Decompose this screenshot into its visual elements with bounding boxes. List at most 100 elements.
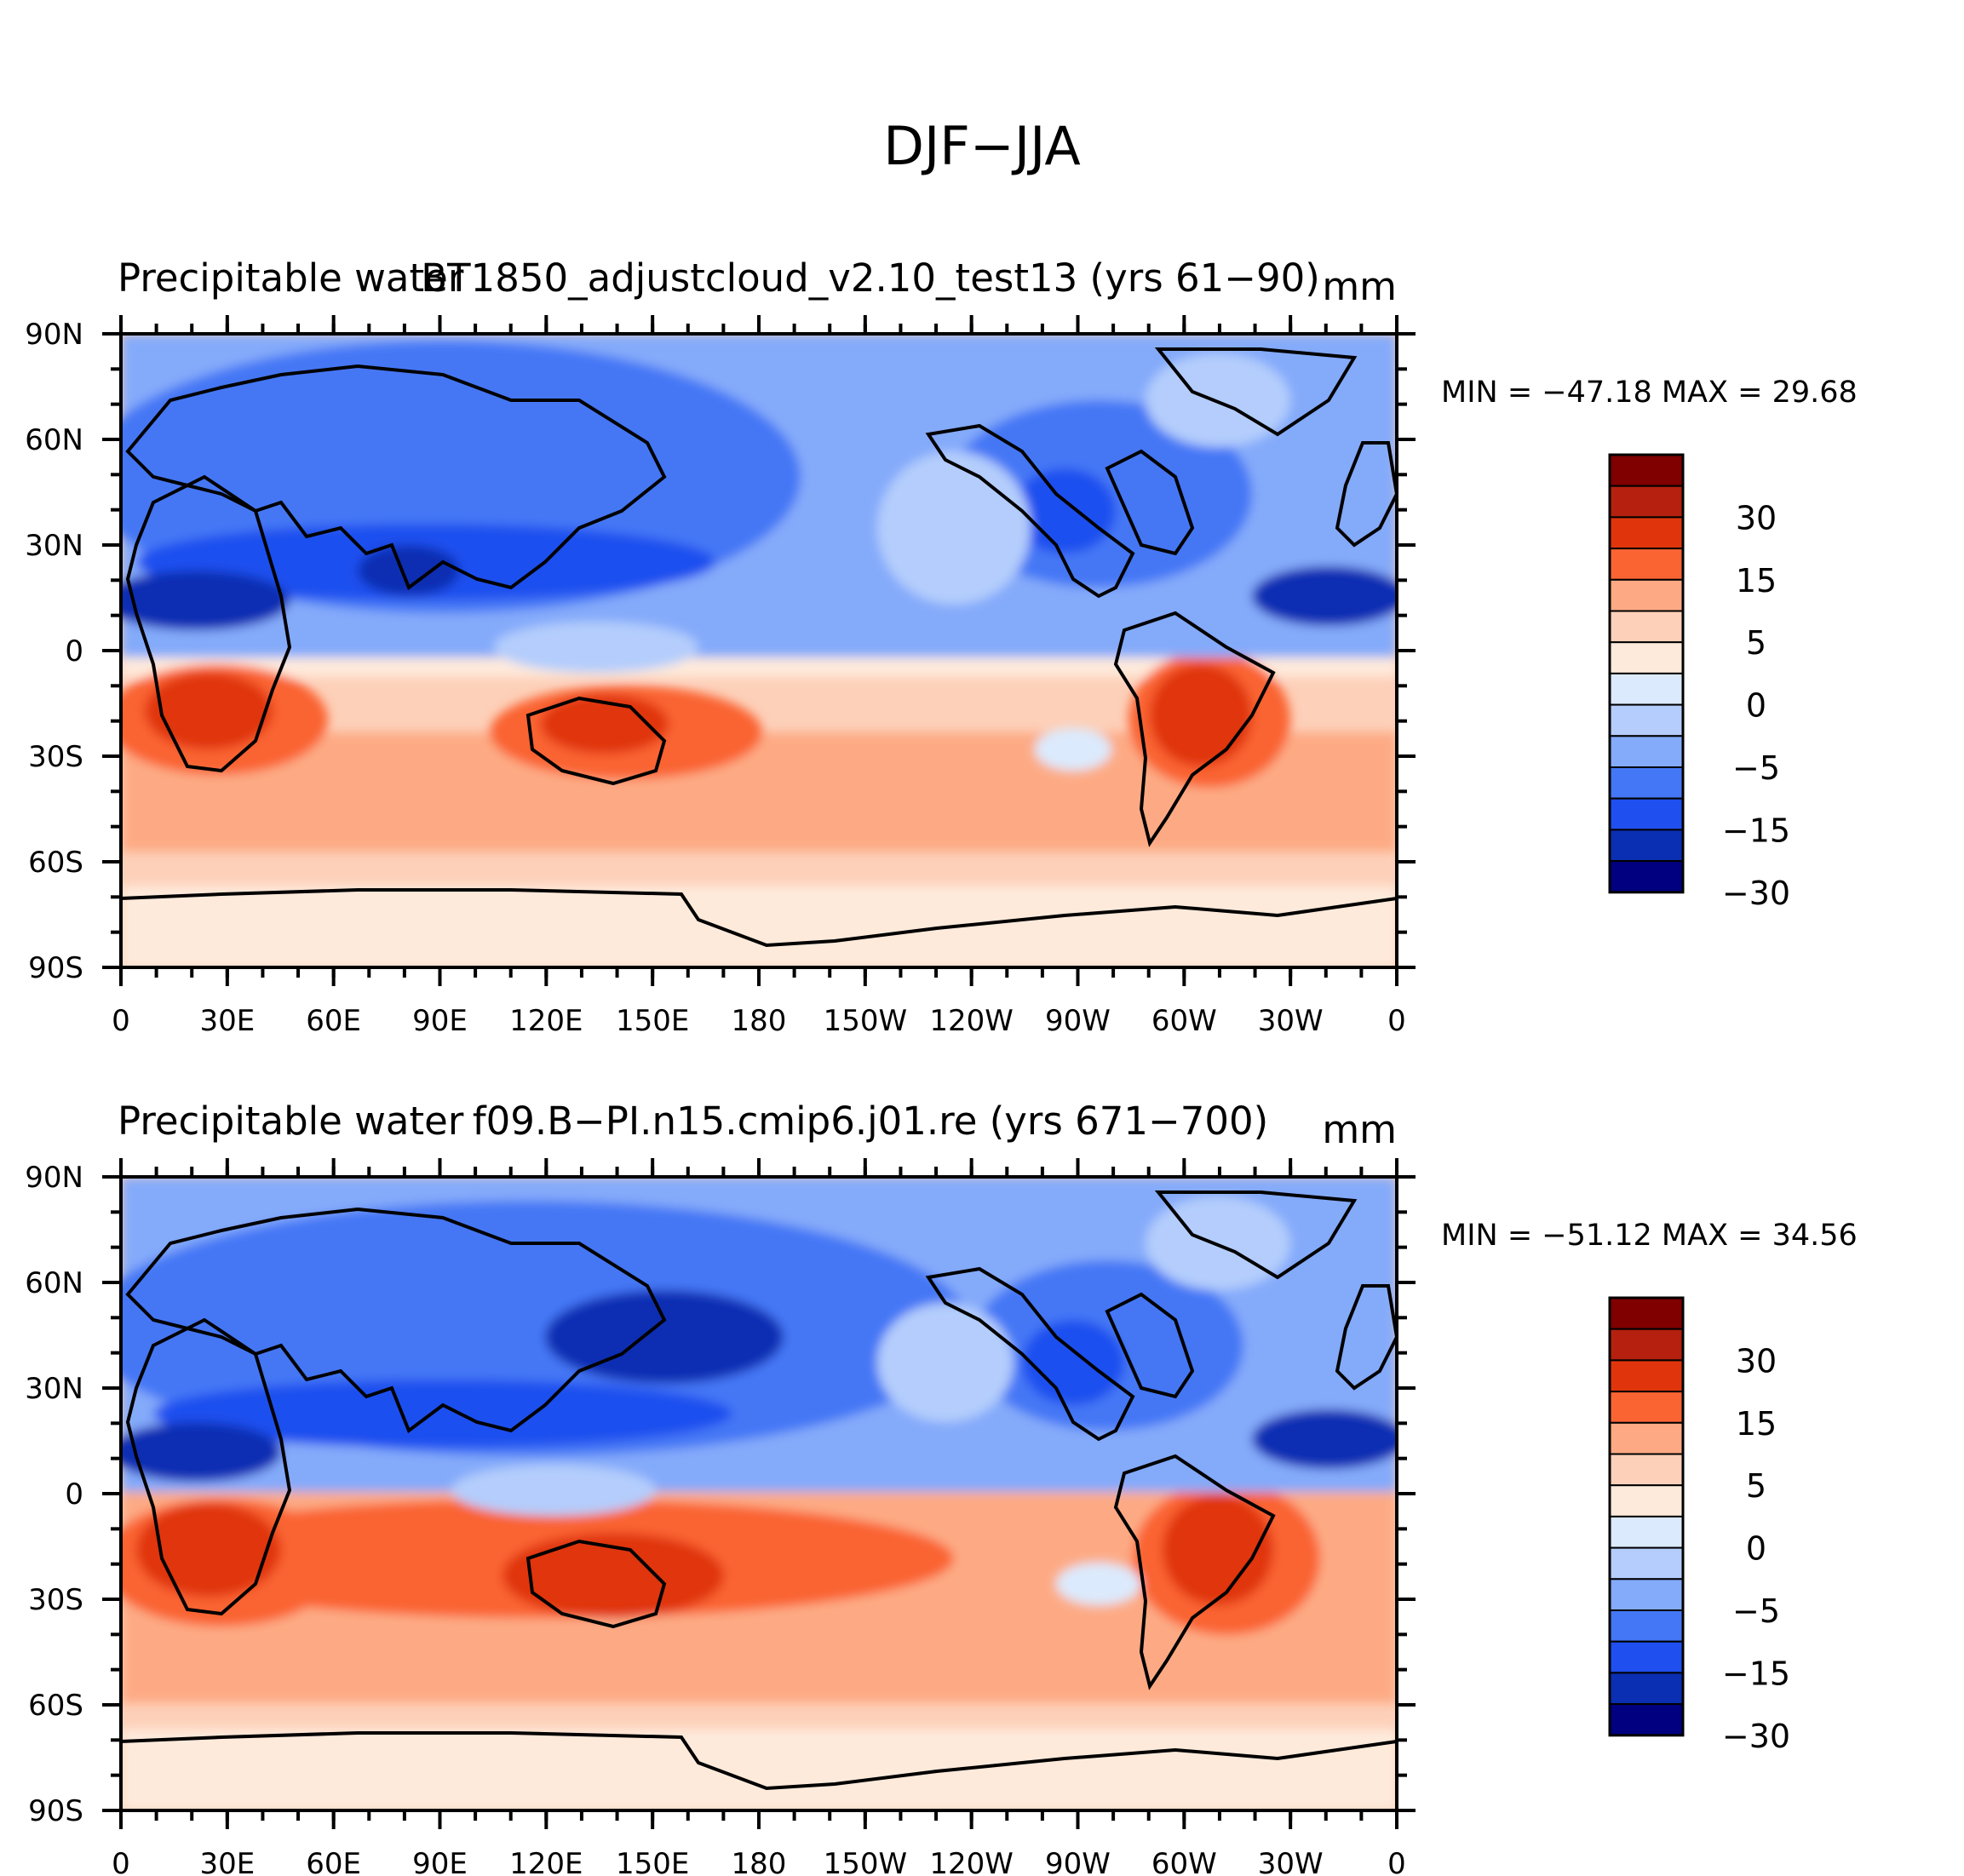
x-tick-label: 0 — [112, 1004, 130, 1038]
colorbar-label: 30 — [1736, 1342, 1777, 1380]
y-tick-label: 30N — [25, 1372, 83, 1406]
colorbar-label: −5 — [1732, 749, 1780, 787]
colorbar-label: 30 — [1736, 499, 1777, 536]
panel-2-center-label: f09.B−PI.n15.cmip6.j01.re (yrs 671−700) — [473, 1099, 1268, 1144]
contour-fills — [121, 1177, 1397, 1810]
y-tick-label: 60S — [28, 1689, 83, 1723]
panel-2-xticklabels: 0 30E 60E 90E 120E 150E 180 150W 120W 90W 60W 30W 0 — [112, 1847, 1406, 1876]
colorbar-label: 0 — [1746, 687, 1766, 725]
y-tick-label: 0 — [65, 1477, 83, 1512]
colorbar-swatch — [1609, 578, 1684, 612]
x-tick-label: 30W — [1258, 1847, 1324, 1876]
y-tick-label: 90N — [25, 1161, 83, 1195]
panel-2: Precipitable water f09.B−PI.n15.cmip6.j0… — [25, 1099, 1858, 1876]
panel-2-units: mm — [1322, 1107, 1397, 1152]
colorbar-label: 15 — [1736, 562, 1777, 600]
colorbar-swatch — [1609, 1391, 1684, 1424]
panel-1-center-label: BT1850_adjustcloud_v2.10_test13 (yrs 61−… — [421, 255, 1320, 301]
x-tick-label: 150W — [824, 1004, 908, 1038]
panel-2-stats: MIN = −51.12 MAX = 34.56 — [1441, 1219, 1858, 1253]
colorbar-frame — [1608, 453, 1685, 894]
colorbar-label: −15 — [1722, 1655, 1790, 1692]
colorbar-swatch — [1609, 1546, 1684, 1581]
panel-1-map — [121, 334, 1397, 967]
colorbar-swatch — [1609, 735, 1684, 768]
panel-2-ticks — [102, 1158, 1416, 1829]
panel-1-colorbar: 30 15 5 0 −5 −15 −30 — [1608, 453, 1790, 912]
y-tick-label: 60N — [25, 423, 83, 457]
colorbar-swatch — [1609, 1421, 1684, 1455]
x-tick-label: 90E — [412, 1847, 468, 1876]
colorbar-label: 5 — [1746, 624, 1766, 662]
colorbar-swatch — [1609, 829, 1684, 863]
colorbar-swatch — [1609, 516, 1684, 550]
panel-1-xticklabels: 0 30E 60E 90E 120E 150E 180 150W 120W 90W 60W 30W 0 — [112, 1004, 1406, 1038]
colorbar-label: 5 — [1746, 1467, 1766, 1505]
colorbar-swatch — [1609, 548, 1684, 581]
colorbar-swatch — [1609, 672, 1684, 706]
colorbar-label: −30 — [1722, 875, 1790, 912]
panel-1-yticklabels: 90N 60N 30N 0 30S 60S 90S — [25, 318, 83, 985]
panel-1-ticks — [102, 315, 1416, 986]
colorbar-swatch — [1609, 1578, 1684, 1612]
y-tick-label: 90S — [28, 1794, 83, 1828]
colorbar-swatch — [1609, 766, 1684, 800]
colorbar-swatch — [1609, 485, 1684, 519]
x-tick-label: 180 — [732, 1004, 787, 1038]
y-tick-label: 60N — [25, 1266, 83, 1300]
panel-2-colorbar: 30 15 5 0 −5 −15 −30 — [1608, 1296, 1790, 1755]
colorbar-frame — [1608, 1296, 1685, 1737]
colorbar-swatch — [1609, 860, 1684, 893]
y-tick-label: 90N — [25, 318, 83, 352]
colorbar-swatch — [1609, 1328, 1684, 1362]
colorbar-label: 15 — [1736, 1405, 1777, 1443]
y-tick-label: 30N — [25, 529, 83, 563]
y-tick-label: 0 — [65, 634, 83, 668]
x-tick-label: 90W — [1045, 1847, 1111, 1876]
colorbar-label: −5 — [1732, 1592, 1780, 1630]
colorbar-swatch — [1609, 1672, 1684, 1706]
x-tick-label: 0 — [112, 1847, 130, 1876]
x-tick-label: 0 — [1387, 1004, 1406, 1038]
panel-2-map — [121, 1177, 1397, 1810]
colorbar-swatch — [1609, 1484, 1684, 1517]
colorbar-label: −30 — [1722, 1718, 1790, 1755]
coastlines — [121, 1190, 1397, 1791]
y-tick-label: 90S — [28, 951, 83, 985]
x-tick-label: 120W — [929, 1004, 1014, 1038]
x-tick-label: 30W — [1258, 1004, 1324, 1038]
colorbar-swatch — [1609, 703, 1684, 737]
colorbar-swatch — [1609, 797, 1684, 831]
x-tick-label: 90E — [412, 1004, 468, 1038]
panel-2-left-label: Precipitable water — [118, 1099, 464, 1144]
panel-2-yticklabels: 90N 60N 30N 0 30S 60S 90S — [25, 1161, 83, 1828]
colorbar-swatch — [1609, 1515, 1684, 1549]
y-tick-label: 30S — [28, 740, 83, 774]
colorbar-swatch — [1609, 1640, 1684, 1674]
x-tick-label: 150W — [824, 1847, 908, 1876]
colorbar-label: 0 — [1746, 1530, 1766, 1568]
figure-title: DJF−JJA — [883, 115, 1081, 177]
x-tick-label: 90W — [1045, 1004, 1111, 1038]
colorbar-swatch — [1609, 1297, 1684, 1330]
contour-fills — [121, 334, 1397, 967]
x-tick-label: 60W — [1151, 1847, 1217, 1876]
x-tick-label: 60E — [306, 1847, 361, 1876]
colorbar-swatch — [1609, 1359, 1684, 1393]
colorbar-swatch — [1609, 1453, 1684, 1487]
panel-1-left-label: Precipitable water — [118, 255, 464, 301]
x-tick-label: 60W — [1151, 1004, 1217, 1038]
colorbar-label: −15 — [1722, 812, 1790, 849]
x-tick-label: 120W — [929, 1847, 1014, 1876]
x-tick-label: 30E — [199, 1847, 255, 1876]
x-tick-label: 0 — [1387, 1847, 1406, 1876]
colorbar-swatch — [1609, 1609, 1684, 1643]
panel-1-stats: MIN = −47.18 MAX = 29.68 — [1441, 376, 1858, 410]
panel-1: Precipitable water BT1850_adjustcloud_v2… — [25, 255, 1858, 1038]
colorbar-swatch — [1609, 1703, 1684, 1736]
panel-1-units: mm — [1322, 264, 1397, 309]
x-tick-label: 180 — [732, 1847, 787, 1876]
y-tick-label: 60S — [28, 846, 83, 880]
x-tick-label: 150E — [616, 1004, 689, 1038]
